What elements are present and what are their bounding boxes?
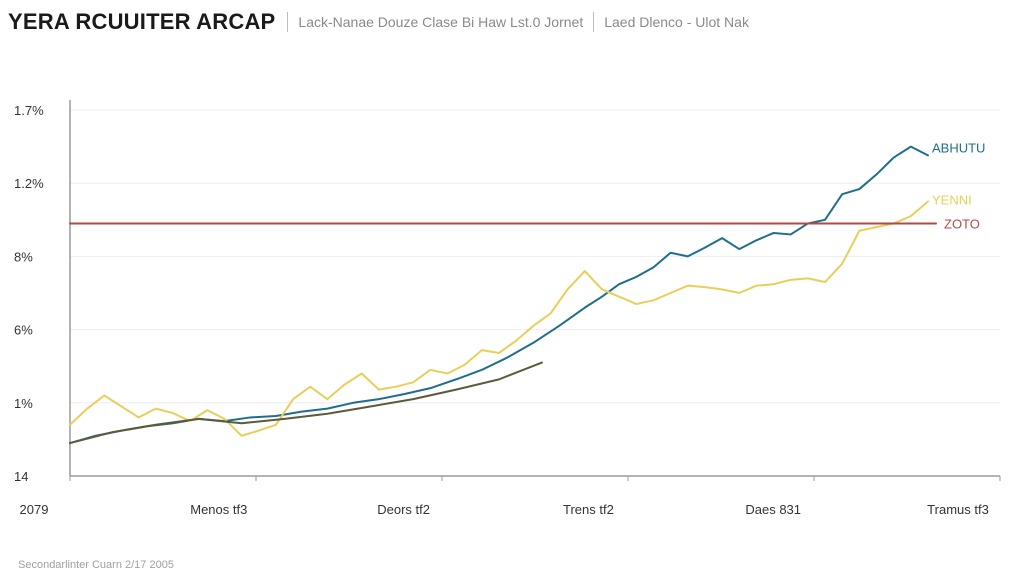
y-tick-label: 8% <box>14 249 33 264</box>
series-line-abhutu <box>69 145 929 445</box>
y-tick-label: 14 <box>14 469 28 484</box>
axis-layer <box>69 100 1001 481</box>
y-tick-label: 1.7% <box>14 103 44 118</box>
chart-header: YERA RCUUITER ARCAP Lack-Nanae Douze Cla… <box>8 4 1008 40</box>
series-line-base-2 <box>69 361 543 445</box>
x-tick-label: 2079 <box>20 502 49 517</box>
x-tick-label: Trens tf2 <box>563 502 614 517</box>
subtitle-text-2: Laed Dlenco - Ulot Nak <box>604 14 749 30</box>
series-label-yenni: YENNI <box>932 193 972 208</box>
subtitle-divider <box>593 12 595 32</box>
series-layer <box>69 145 937 445</box>
x-tick-label: Tramus tf3 <box>927 502 989 517</box>
series-label-zoto: ZOTO <box>944 216 980 231</box>
label-layer: 14 1% 6% 8% 1.2% 1.7% 2079 Menos tf3 Deors tf2 Tr… <box>14 103 989 517</box>
x-tick-label: Deors tf2 <box>377 502 430 517</box>
y-tick-label: 1.2% <box>14 176 44 191</box>
y-tick-label: 1% <box>14 396 33 411</box>
subtitle-text-1: Lack-Nanae Douze Clase Bi Haw Lst.0 Jorn… <box>298 14 584 30</box>
series-line-yenni <box>69 200 929 437</box>
source-note: Secondarlinter Cuarn 2/17 2005 <box>18 559 174 571</box>
chart-subtitle: Lack-Nanae Douze Clase Bi Haw Lst.0 Jorn… <box>283 12 749 32</box>
x-tick-label: Menos tf3 <box>190 502 247 517</box>
subtitle-divider <box>287 12 289 32</box>
y-tick-label: 6% <box>14 323 33 338</box>
grid-layer <box>70 109 1000 404</box>
chart-title: YERA RCUUITER ARCAP <box>8 9 276 34</box>
x-tick-label: Daes 831 <box>745 502 801 517</box>
series-label-abhutu: ABHUTU <box>932 140 985 155</box>
